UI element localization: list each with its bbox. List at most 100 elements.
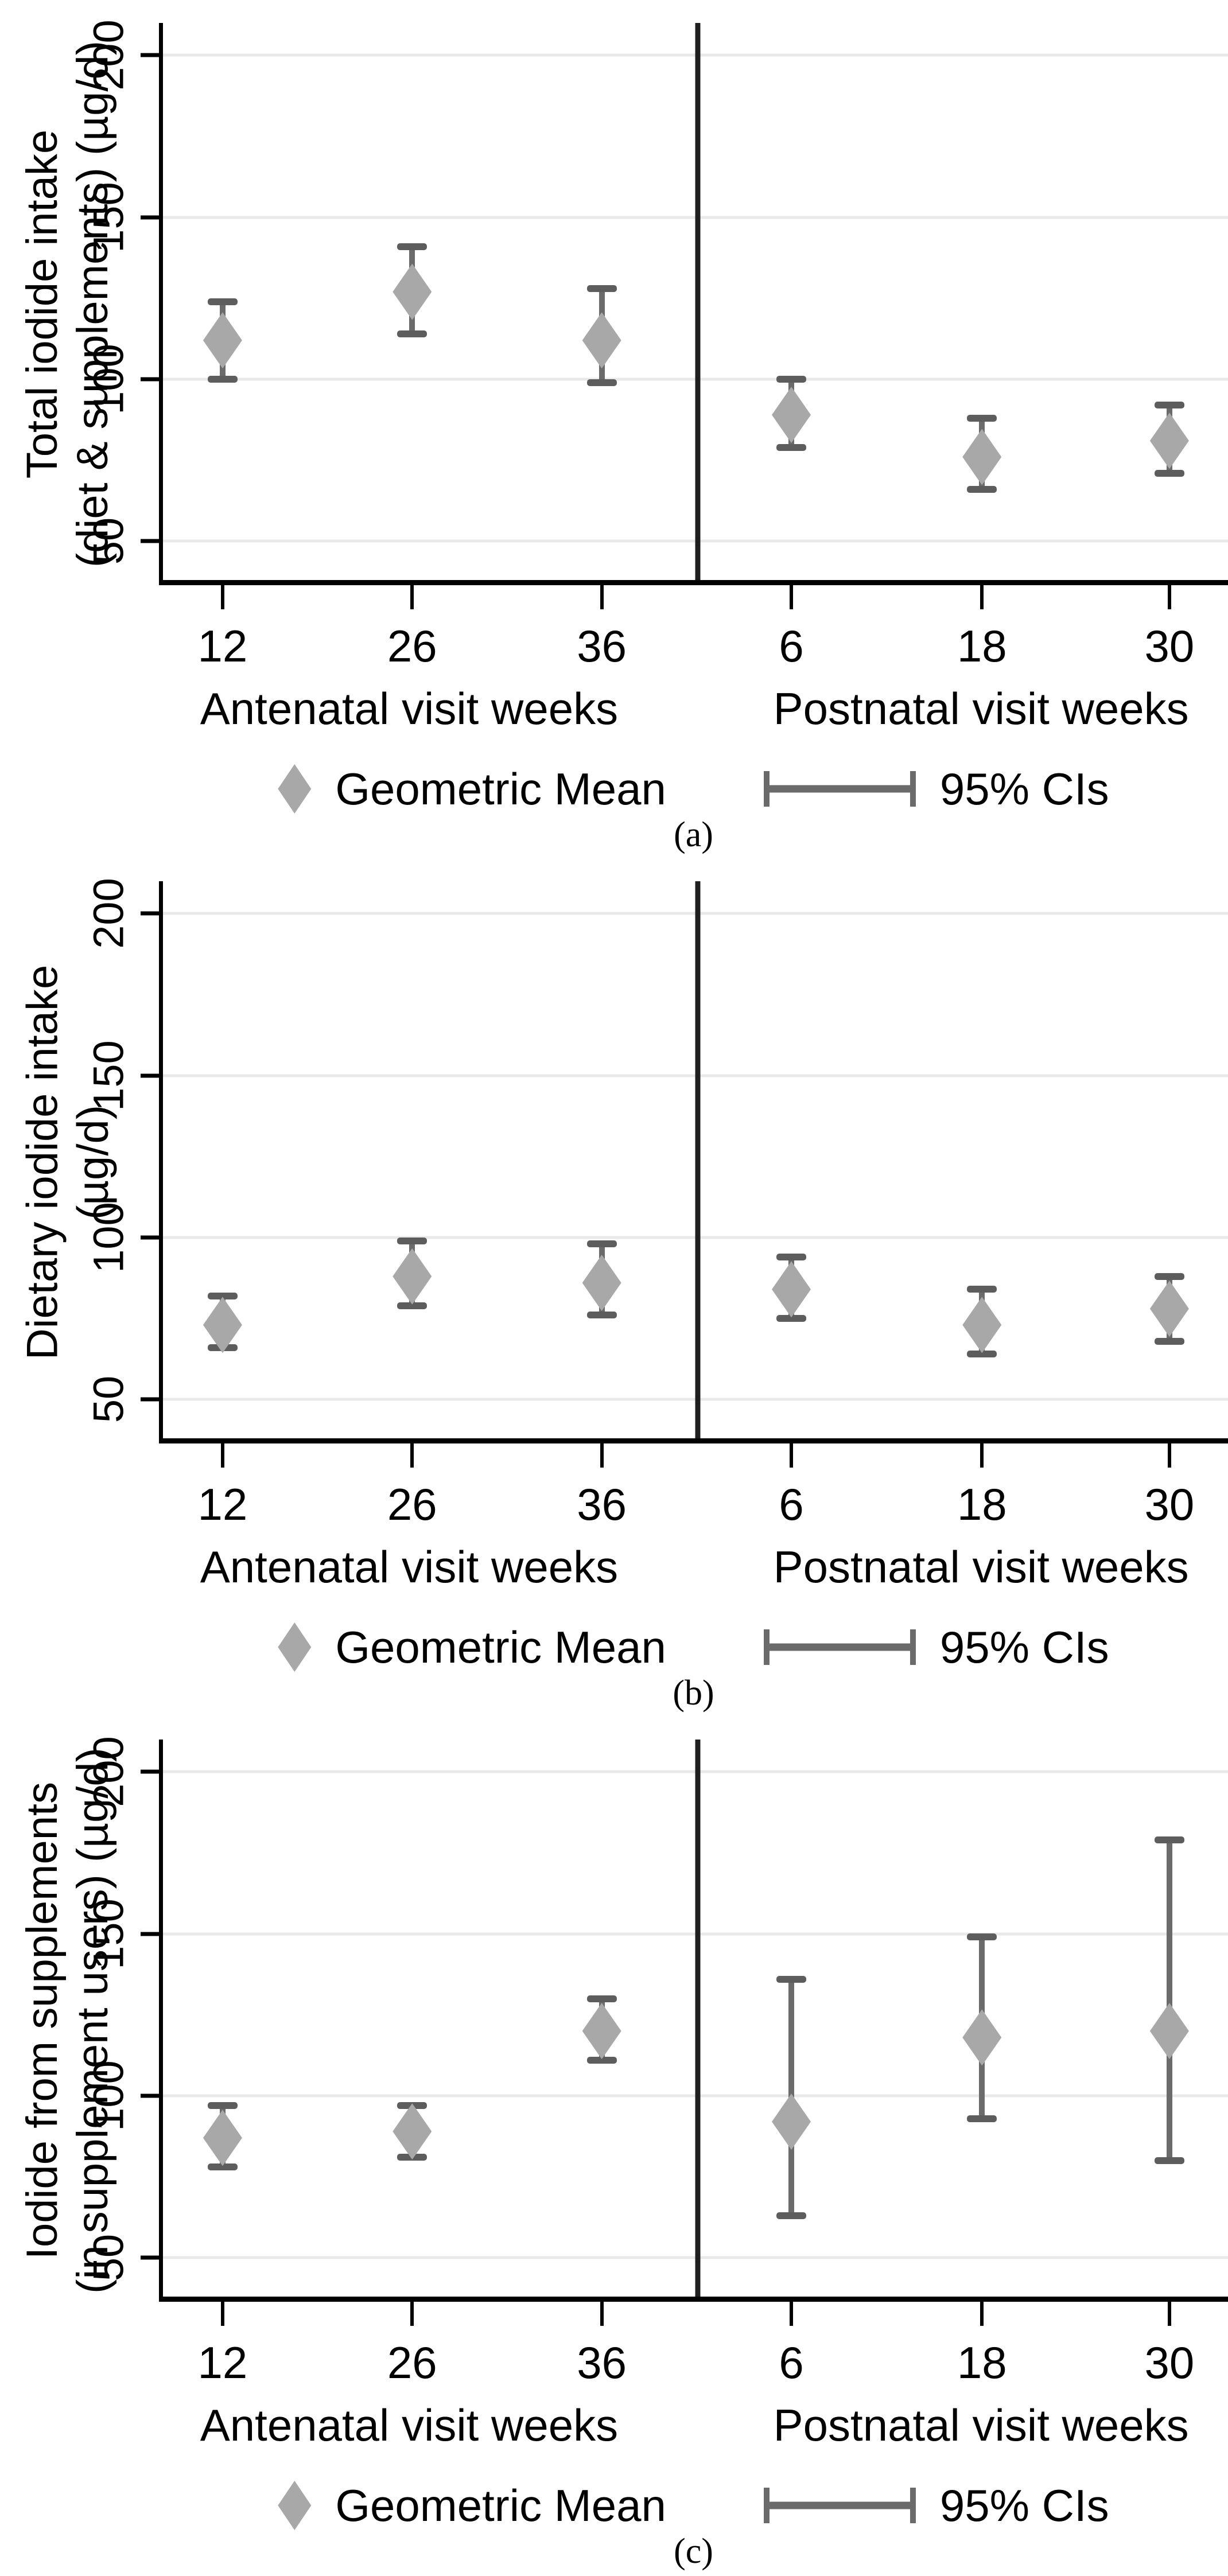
x-tick-mark [1167,2302,1171,2326]
x-tick-label: 12 [197,2337,248,2388]
y-tick-label: 100 [84,2060,133,2131]
x-tick-label: 6 [779,2337,804,2388]
period-divider-line [695,881,701,1438]
y-tick-mark [141,1073,159,1078]
ci-cap-upper [586,285,617,292]
ci-cap-upper [1154,1273,1184,1280]
y-axis-title-line: (in supplement users) (µg/d) [68,1748,117,2294]
panel-b: Dietary iodide intake (µg/d) 200 150 100 50… [0,858,1228,1717]
y-tick-mark [141,911,159,916]
geometric-mean-marker [203,312,242,369]
x-tick-label: 6 [779,1479,804,1530]
y-axis-title-line: (µg/d) [68,1104,118,1220]
legend-ci-label: 95% CIs [939,1621,1109,1672]
plot-area: 200 150 100 50 12 26 36 6 18 30 [85,20,1228,671]
ci-cap-lower [776,1315,807,1322]
x-tick-label: 30 [1144,1479,1195,1530]
x-tick-label: 12 [197,1479,248,1530]
legend-mean-label: Geometric Mean [335,763,666,814]
ci-cap-upper [207,1292,238,1299]
period-divider-line [695,1740,701,2297]
ci-cap-upper [586,1240,617,1248]
ci-bar-line [763,1643,916,1651]
panel-a: Total iodide intake (diet & supplements)… [0,0,1228,858]
x-tick-label: 36 [577,621,627,671]
x-tick-mark [1167,585,1171,609]
x-tick-label: 18 [957,2337,1007,2388]
x-tick-label: 26 [387,2337,437,2388]
x-axis-label-antenatal: Antenatal visit weeks [200,2400,619,2450]
x-tick-mark [980,1443,984,1468]
plot-area: 200 150 100 50 12 26 36 6 18 30 [85,878,1228,1530]
x-tick-label: 26 [387,1479,437,1530]
ci-cap-upper [207,298,238,305]
ci-cap-upper [967,1933,997,1941]
panel-caption: (c) [674,2532,713,2571]
x-tick-mark [220,585,224,609]
y-axis-title: Iodide from supplements (in supplement u… [10,1740,125,2302]
geometric-mean-marker [772,387,811,443]
geometric-mean-marker [582,1255,621,1312]
x-tick-mark [1167,1443,1171,1468]
geometric-mean-marker [203,2110,242,2166]
y-tick-label: 200 [84,20,133,91]
geometric-mean-marker-icon [278,1622,312,1672]
ci-cap-upper [1154,402,1184,409]
ci-cap-upper [776,375,807,383]
x-tick-mark [410,585,414,609]
ci-bar-icon [763,2488,916,2523]
geometric-mean-marker [1149,1281,1189,1337]
x-tick-mark [600,2302,604,2326]
geometric-mean-marker [772,2094,811,2150]
geometric-mean-marker [393,1248,432,1305]
ci-cap-right [910,1629,916,1665]
x-axis-label-antenatal: Antenatal visit weeks [200,1542,619,1592]
y-tick-label: 100 [84,1202,133,1273]
y-axis-title: Dietary iodide intake (µg/d) [10,881,125,1443]
y-tick-mark [141,53,159,57]
geometric-mean-marker [962,429,1002,485]
y-axis-title-line: Dietary iodide intake [18,964,67,1360]
x-tick-label: 30 [1144,621,1195,671]
x-tick-label: 36 [577,2337,627,2388]
y-tick-mark [141,2255,159,2260]
y-tick-mark [141,539,159,543]
geometric-mean-marker [962,2009,1002,2066]
ci-bar-icon [763,1629,916,1665]
y-tick-label: 200 [84,1736,133,1808]
y-tick-mark [141,1769,159,1774]
geometric-mean-marker [582,2003,621,2060]
geometric-mean-marker [393,2103,432,2160]
x-tick-label: 18 [957,621,1007,671]
geometric-mean-marker [772,1261,811,1318]
ci-cap-lower [1154,2157,1184,2164]
y-axis-title-line: Iodide from supplements [18,1781,67,2260]
ci-cap-upper [397,243,428,250]
x-tick-mark [790,585,794,609]
geometric-mean-marker-icon [278,2481,312,2530]
ci-cap-right [910,771,916,807]
geometric-mean-marker [1149,413,1189,469]
x-axis-label-postnatal: Postnatal visit weeks [773,683,1189,734]
period-divider-line [695,23,701,580]
ci-cap-lower [397,330,428,337]
ci-cap-lower [1154,1337,1184,1345]
ci-cap-lower [207,375,238,383]
x-axis-labels: Antenatal visit weeks Postnatal visit we… [159,2399,1228,2451]
ci-bar-icon [763,771,916,807]
y-tick-label: 150 [84,181,133,253]
ci-cap-upper [776,1975,807,1983]
ci-cap-lower [967,485,997,493]
ci-cap-lower [586,379,617,386]
x-tick-label: 26 [387,621,437,671]
legend: Geometric Mean 95% CIs [159,757,1228,820]
panel-caption: (b) [673,1674,714,1713]
y-tick-label: 100 [84,344,133,415]
ci-cap-lower [397,1302,428,1309]
geometric-mean-marker-icon [278,764,312,814]
x-axis-label-postnatal: Postnatal visit weeks [773,2400,1189,2450]
x-axis-label-antenatal: Antenatal visit weeks [200,683,619,734]
y-tick-label: 50 [84,2234,133,2282]
x-tick-label: 36 [577,1479,627,1530]
y-tick-mark [141,215,159,220]
